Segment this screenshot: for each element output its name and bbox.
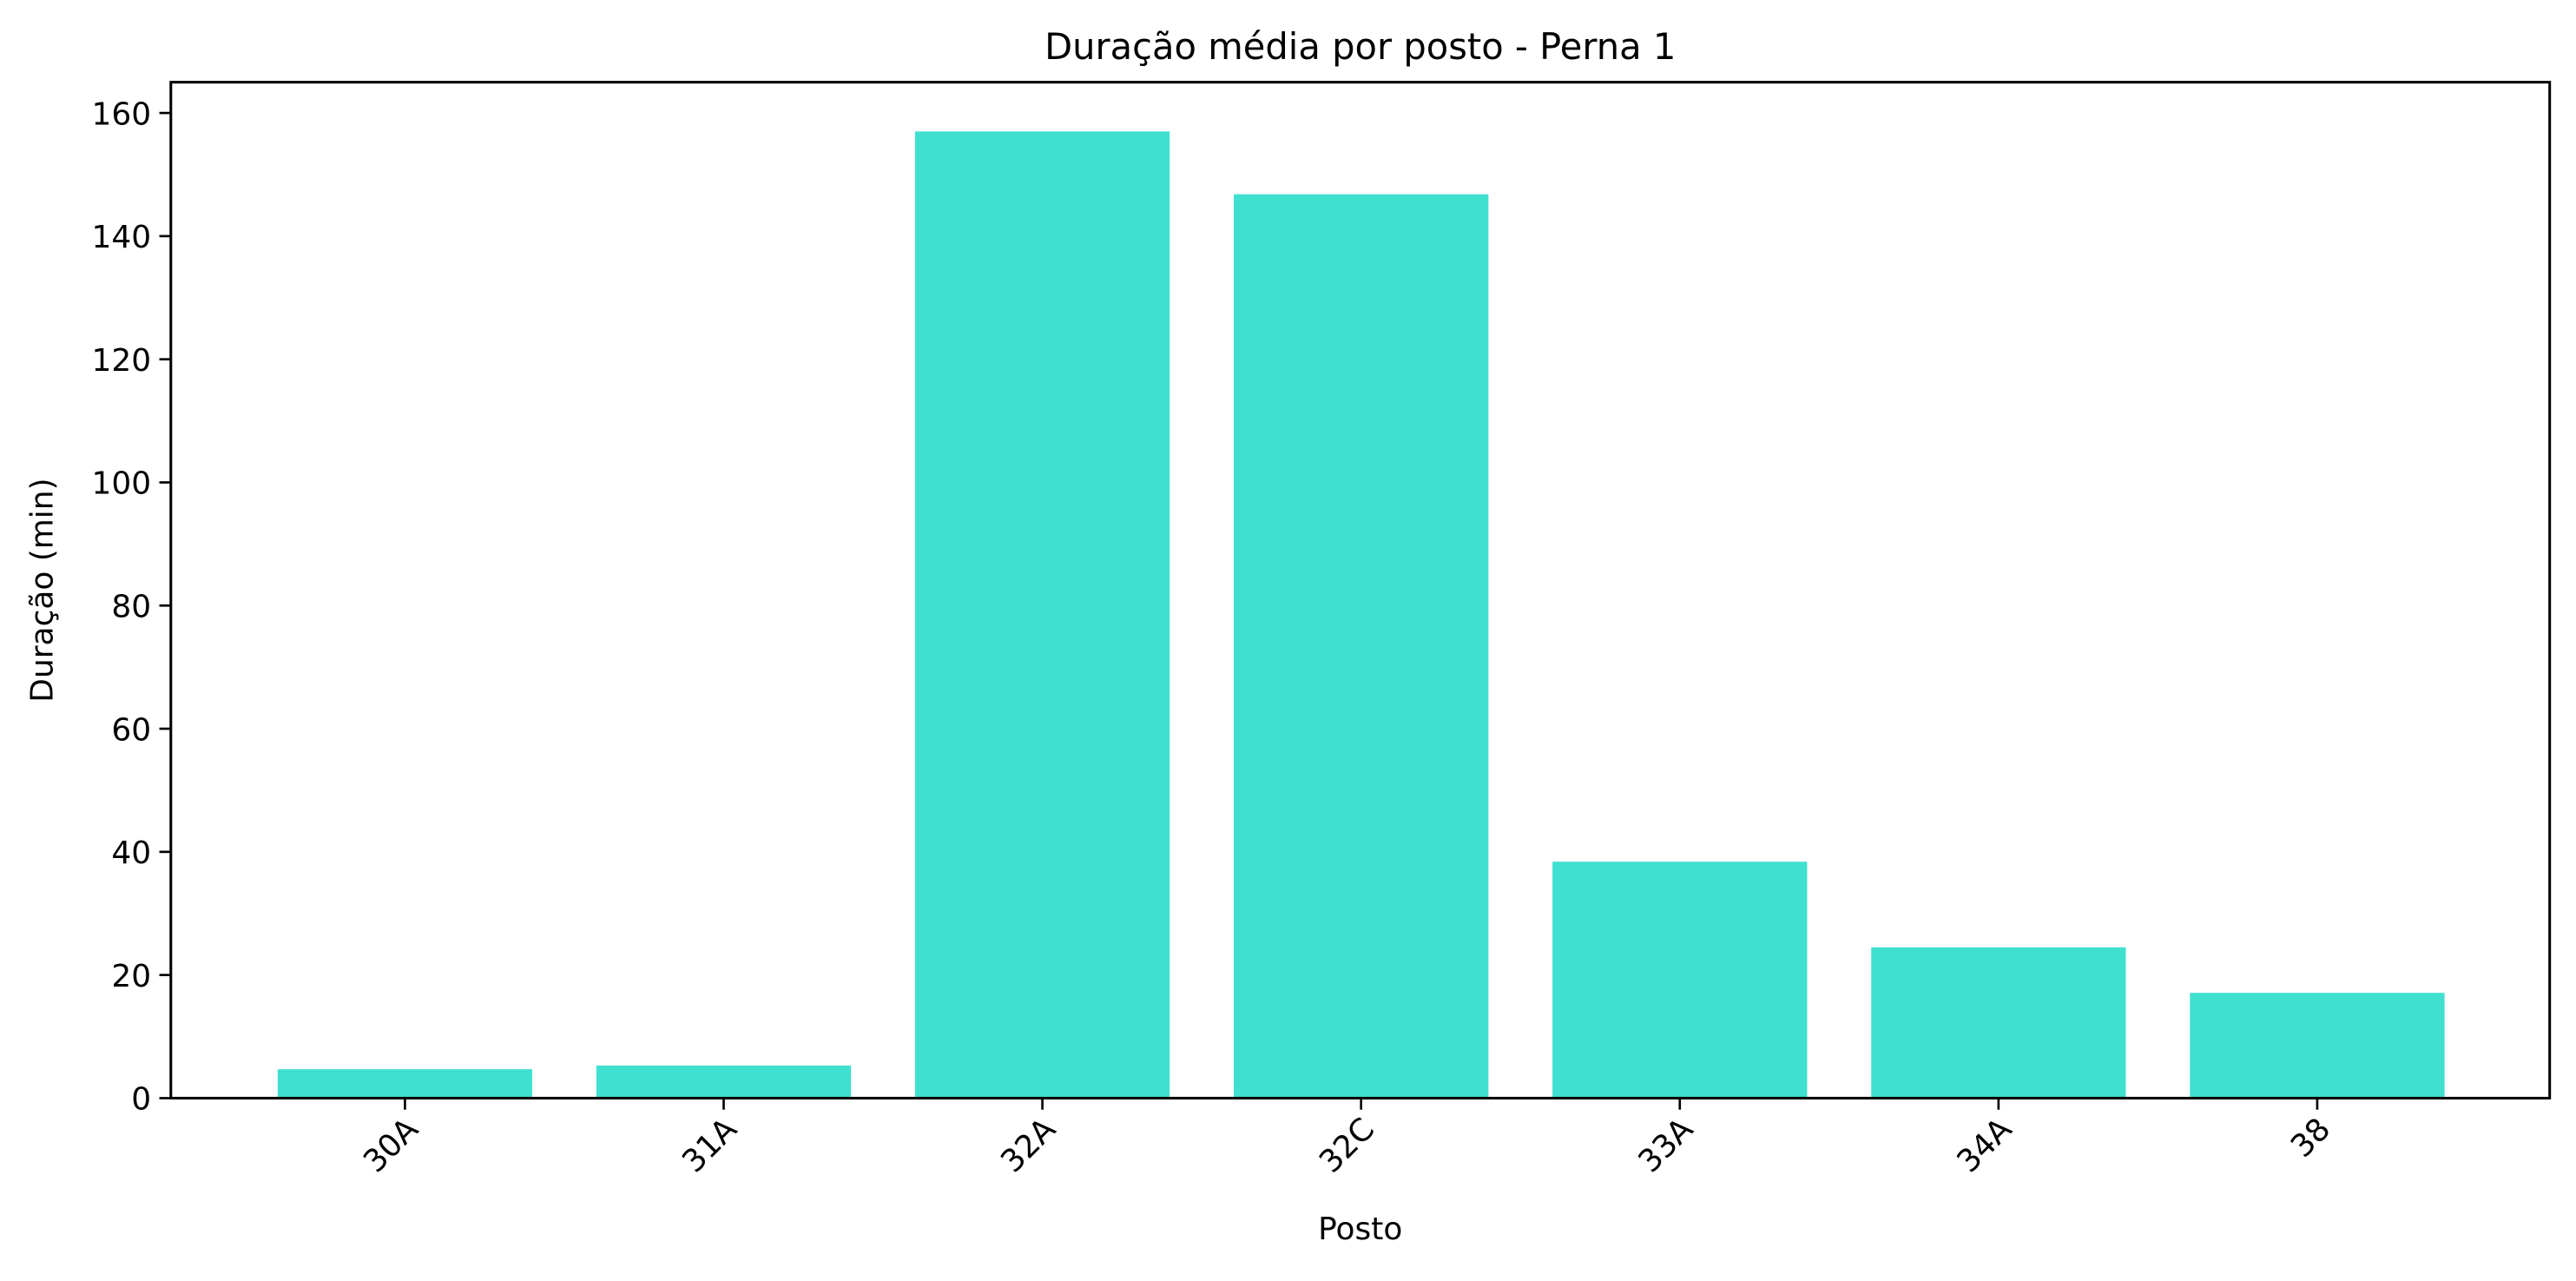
chart-title: Duração média por posto - Perna 1	[1044, 25, 1676, 68]
x-axis-ticks: 30A 31A 32A 32C 33A 34A 38	[357, 1098, 2337, 1180]
y-tick-label: 80	[111, 590, 151, 625]
x-axis-label: Posto	[1318, 1212, 1402, 1247]
x-tick-label: 38	[2284, 1112, 2337, 1165]
x-tick-label: 30A	[357, 1111, 425, 1179]
y-tick-label: 120	[92, 343, 152, 379]
bar-31A	[596, 1065, 852, 1099]
bar-30A	[277, 1069, 533, 1099]
bar-32A	[914, 131, 1170, 1099]
bar-38	[2190, 993, 2445, 1099]
y-tick-label: 0	[131, 1082, 151, 1118]
y-tick-label: 160	[92, 96, 152, 132]
bar-33A	[1552, 862, 1808, 1099]
x-tick-label: 33A	[1631, 1111, 1700, 1179]
y-tick-label: 40	[111, 835, 151, 871]
x-tick-label: 31A	[675, 1111, 744, 1179]
bar-34A	[1871, 947, 2126, 1099]
y-tick-label: 20	[111, 959, 151, 994]
y-axis-label: Duração (min)	[25, 478, 61, 702]
y-tick-label: 100	[92, 466, 152, 502]
bar-32C	[1234, 194, 1489, 1099]
x-tick-label: 34A	[1951, 1111, 2019, 1179]
bars-group	[277, 131, 2445, 1099]
y-tick-label: 60	[111, 712, 151, 748]
y-axis-ticks: 0 20 40 60 80 100 120 140 160	[92, 96, 171, 1118]
plot-area-frame	[169, 81, 2552, 1099]
x-tick-label: 32A	[994, 1111, 1063, 1179]
y-tick-label: 140	[92, 220, 152, 255]
x-tick-label: 32C	[1313, 1112, 1381, 1180]
